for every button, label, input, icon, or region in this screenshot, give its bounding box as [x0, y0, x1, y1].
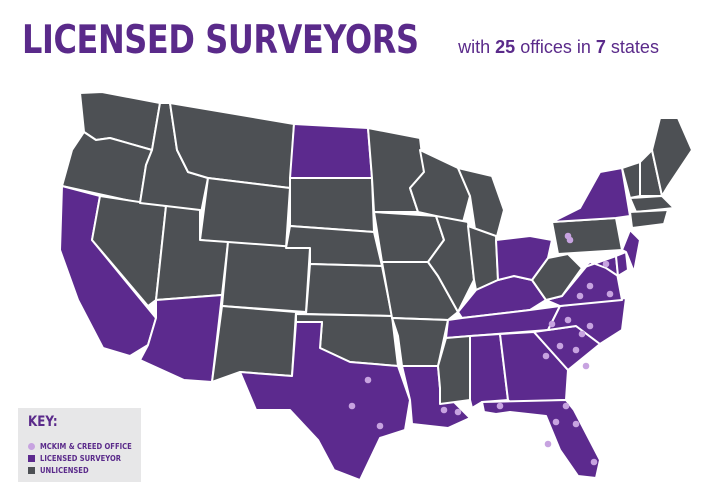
office-dot — [542, 352, 550, 360]
key-item-office: MCKIM & CREED OFFICE — [28, 442, 148, 451]
unlicensed-swatch-icon — [28, 467, 35, 474]
office-dot — [556, 342, 564, 350]
office-dot — [590, 458, 598, 466]
state-kansas — [305, 263, 393, 317]
key-item-licensed: LICENSED SURVEYOR — [28, 454, 135, 463]
state-new-mexico — [211, 305, 297, 383]
state-new-jersey — [621, 229, 641, 273]
state-connecticut-ri — [629, 209, 669, 229]
subtitle-prefix: with — [458, 37, 496, 57]
state-texas — [239, 321, 411, 481]
state-count: 7 — [595, 37, 606, 57]
title-subtitle: with 25 offices in 7 states — [458, 37, 659, 57]
key-item-unlicensed: UNLICENSED — [28, 466, 97, 475]
state-maryland — [581, 255, 619, 277]
office-dot — [576, 292, 584, 300]
office-dot — [578, 330, 586, 338]
office-dot — [586, 322, 594, 330]
map-title: LICENSED SURVEYORS with 25 offices in 7 … — [22, 18, 659, 63]
subtitle-middle: offices in — [515, 37, 596, 57]
state-delaware — [615, 251, 629, 277]
office-dot — [364, 376, 372, 384]
state-pennsylvania — [551, 217, 623, 255]
state-new-york — [551, 167, 631, 223]
office-dot — [586, 282, 594, 290]
office-dot — [496, 402, 504, 410]
office-dot — [440, 406, 448, 414]
key-label-licensed: LICENSED SURVEYOR — [40, 454, 122, 463]
state-ohio — [495, 235, 553, 281]
office-dot — [606, 290, 614, 298]
state-florida — [481, 399, 601, 479]
state-arizona — [139, 294, 223, 383]
state-south-dakota — [289, 177, 375, 233]
office-count: 25 — [495, 37, 516, 57]
office-dot — [552, 418, 560, 426]
state-colorado — [221, 241, 311, 313]
office-dot — [544, 440, 552, 448]
map-key: KEY: MCKIM & CREED OFFICE LICENSED SURVE… — [18, 408, 141, 482]
key-title: KEY: — [28, 414, 58, 430]
office-dot — [564, 316, 572, 324]
office-dot — [348, 402, 356, 410]
office-dot — [548, 320, 556, 328]
office-dot — [376, 422, 384, 430]
state-massachusetts — [629, 195, 675, 213]
key-label-unlicensed: UNLICENSED — [40, 466, 89, 475]
office-dot — [572, 346, 580, 354]
office-dot — [582, 362, 590, 370]
office-dot — [454, 408, 462, 416]
key-label-office: MCKIM & CREED OFFICE — [40, 442, 132, 451]
state-mississippi — [437, 335, 471, 405]
licensed-swatch-icon — [28, 455, 35, 462]
state-north-dakota — [289, 123, 373, 179]
office-dot — [602, 260, 610, 268]
subtitle-suffix: states — [605, 37, 659, 57]
office-dot — [566, 236, 574, 244]
office-dot — [562, 402, 570, 410]
title-main: LICENSED SURVEYORS — [22, 18, 419, 63]
office-dot — [572, 420, 580, 428]
state-wyoming — [199, 177, 291, 249]
office-dot-icon — [28, 443, 35, 450]
